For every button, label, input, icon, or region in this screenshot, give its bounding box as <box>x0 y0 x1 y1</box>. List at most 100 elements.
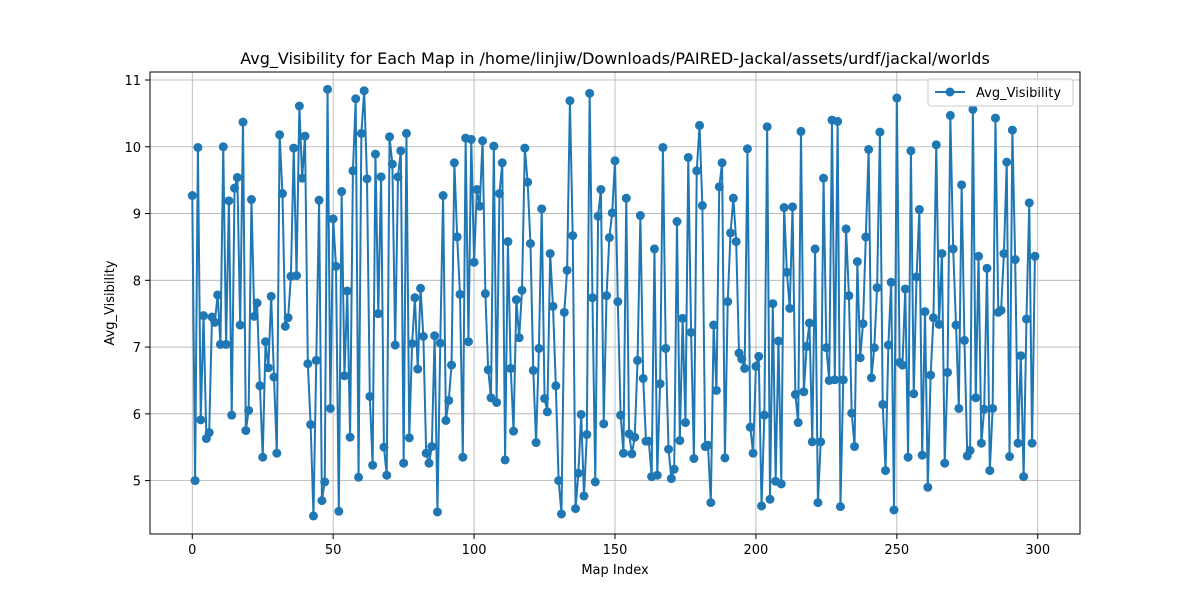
data-point <box>599 419 609 429</box>
data-point <box>385 132 395 142</box>
data-point <box>1027 438 1037 448</box>
data-point <box>416 283 426 293</box>
data-point <box>602 291 612 301</box>
data-point <box>802 341 812 351</box>
data-point <box>511 295 521 305</box>
data-point <box>844 291 854 301</box>
data-point <box>230 183 240 193</box>
data-point <box>320 477 330 487</box>
data-point <box>852 257 862 267</box>
data-point <box>266 291 276 301</box>
data-point <box>458 452 468 462</box>
data-point <box>1021 314 1031 324</box>
data-point <box>393 172 403 182</box>
data-point <box>858 319 868 329</box>
data-point <box>210 317 220 327</box>
data-point <box>607 208 617 218</box>
data-point <box>886 277 896 287</box>
data-point <box>452 232 462 242</box>
data-point <box>672 217 682 227</box>
y-tick-label: 8 <box>133 274 141 289</box>
data-point <box>331 261 341 271</box>
data-point <box>232 172 242 182</box>
chart-title: Avg_Visibility for Each Map in /home/lin… <box>240 49 990 69</box>
data-point <box>506 363 516 373</box>
data-point <box>731 237 741 247</box>
data-point <box>664 444 674 454</box>
data-point <box>1002 157 1012 167</box>
data-point <box>359 86 369 96</box>
data-point <box>534 343 544 353</box>
data-point <box>520 143 530 153</box>
data-point <box>373 309 383 319</box>
data-point <box>497 158 507 168</box>
x-tick-label: 300 <box>1025 543 1050 558</box>
data-point <box>959 335 969 345</box>
y-tick-label: 7 <box>133 341 141 356</box>
data-point <box>788 202 798 212</box>
data-point <box>292 271 302 281</box>
data-point <box>889 505 899 515</box>
data-point <box>861 232 871 242</box>
data-point <box>317 496 327 506</box>
data-point <box>616 410 626 420</box>
data-point <box>370 149 380 159</box>
data-point <box>196 415 206 425</box>
data-point <box>1019 472 1029 482</box>
data-point <box>548 301 558 311</box>
data-point <box>999 249 1009 259</box>
data-point <box>630 432 640 442</box>
legend-label: Avg_Visibility <box>976 86 1061 101</box>
data-point <box>554 476 564 486</box>
data-point <box>850 442 860 452</box>
data-point <box>551 381 561 391</box>
data-point <box>252 298 262 308</box>
data-point <box>621 193 631 203</box>
data-point <box>289 143 299 153</box>
data-point <box>779 203 789 213</box>
data-point <box>912 272 922 282</box>
data-point <box>337 187 347 197</box>
data-point <box>768 299 778 309</box>
data-point <box>923 482 933 492</box>
data-point <box>669 464 679 474</box>
data-point <box>635 211 645 221</box>
data-point <box>633 355 643 365</box>
data-point <box>401 128 411 138</box>
data-point <box>277 189 287 199</box>
data-point <box>720 453 730 463</box>
data-point <box>926 370 936 380</box>
data-point <box>1030 251 1040 261</box>
data-point <box>348 166 358 176</box>
data-point <box>339 371 349 381</box>
data-point <box>365 391 375 401</box>
data-point <box>740 363 750 373</box>
x-tick-label: 0 <box>188 543 196 558</box>
data-point <box>579 491 589 501</box>
data-point <box>892 93 902 103</box>
data-point <box>308 511 318 521</box>
data-point <box>706 498 716 508</box>
y-axis: 5 6 7 8 9 10 11 <box>124 74 150 490</box>
data-point <box>666 474 676 484</box>
legend: Avg_Visibility <box>927 78 1074 107</box>
data-point <box>300 131 310 141</box>
data-point <box>838 375 848 385</box>
data-point <box>472 185 482 194</box>
data-point <box>576 409 586 419</box>
data-point <box>748 448 758 458</box>
x-axis: 0 50 100 150 200 250 300 <box>188 534 1050 558</box>
data-point <box>711 385 721 395</box>
data-point <box>883 340 893 350</box>
data-point <box>728 193 738 203</box>
data-point <box>841 224 851 234</box>
data-point <box>494 189 504 199</box>
y-tick-label: 5 <box>133 475 141 490</box>
data-point <box>565 96 575 106</box>
data-point <box>213 290 223 300</box>
data-point <box>244 405 254 415</box>
data-point <box>745 422 755 432</box>
data-point <box>866 373 876 383</box>
data-point <box>968 104 978 114</box>
